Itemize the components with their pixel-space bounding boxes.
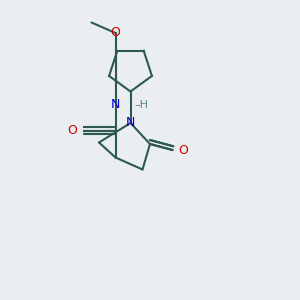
Text: O: O: [68, 124, 77, 137]
Text: N: N: [111, 98, 120, 112]
Text: –H: –H: [134, 100, 148, 110]
Text: O: O: [111, 26, 120, 40]
Text: N: N: [126, 116, 135, 130]
Text: O: O: [178, 143, 188, 157]
